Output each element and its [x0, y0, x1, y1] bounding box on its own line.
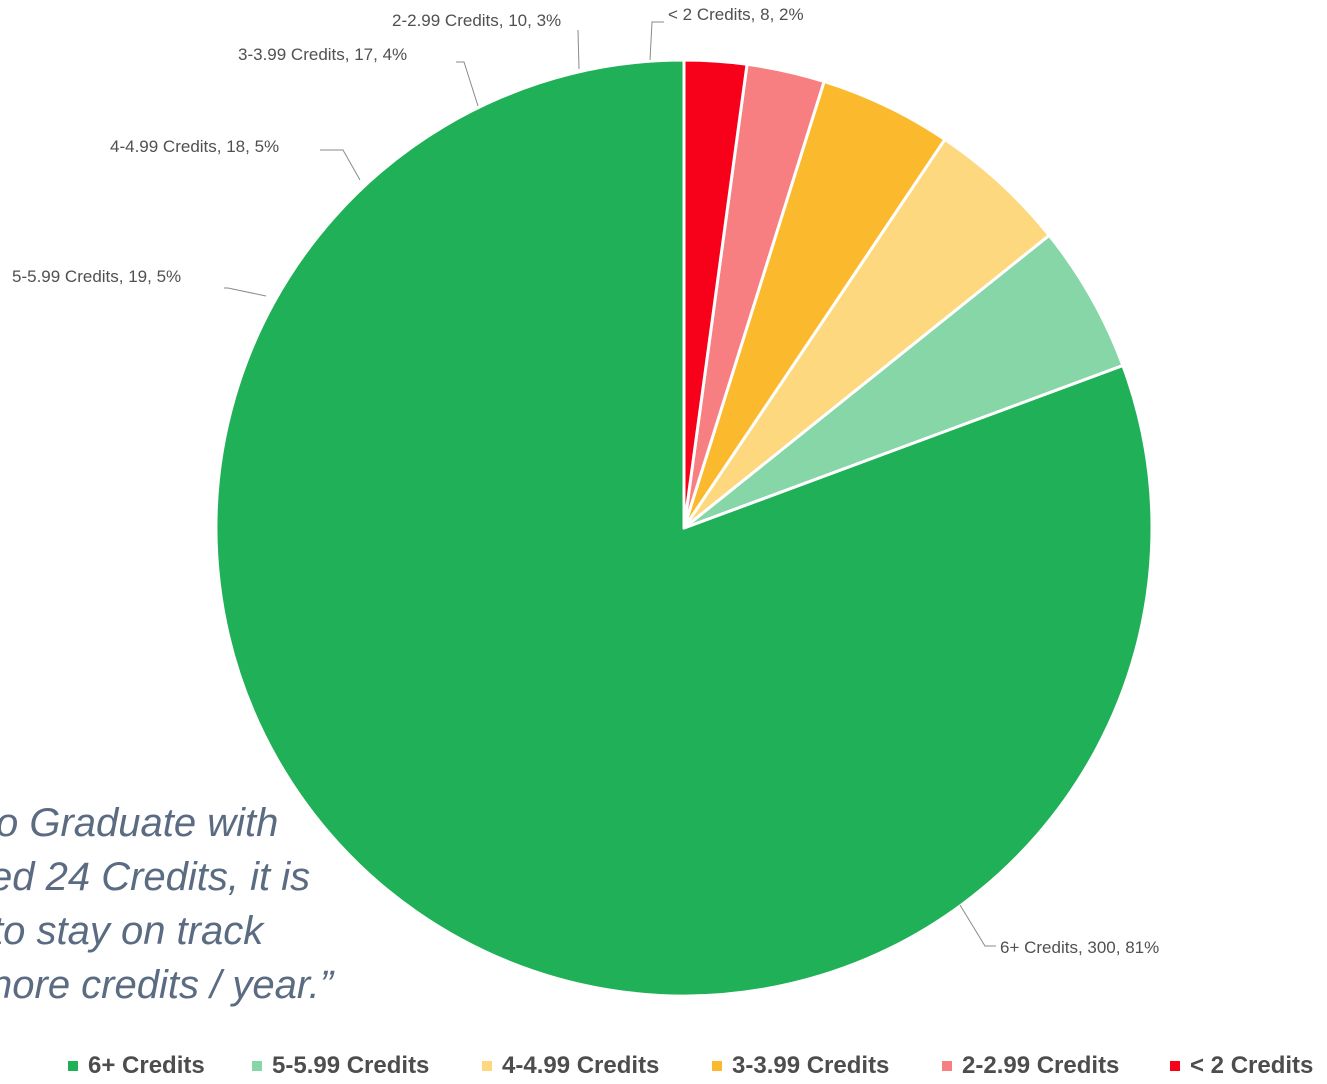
data-label: < 2 Credits, 8, 2% — [668, 5, 804, 24]
leader-lines — [224, 21, 996, 947]
leader-line — [577, 29, 580, 70]
legend-item-4-4.99: 4-4.99 Credits — [482, 1052, 659, 1080]
chart-legend: 6+ Credits 5-5.99 Credits 4-4.99 Credits… — [0, 1052, 1327, 1084]
legend-label: 2-2.99 Credits — [962, 1052, 1120, 1079]
legend-swatch-3-3.99 — [712, 1061, 722, 1071]
legend-label: 4-4.99 Credits — [502, 1052, 660, 1079]
leader-line — [456, 61, 479, 107]
leader-line — [224, 287, 267, 297]
quote-line-4: nore credits / year.” — [0, 963, 334, 1007]
legend-swatch-lt-2 — [1170, 1061, 1180, 1071]
legend-item-2-2.99: 2-2.99 Credits — [942, 1052, 1119, 1080]
leader-line — [649, 21, 664, 61]
leader-line — [959, 904, 996, 947]
legend-item-lt-2: < 2 Credits — [1170, 1052, 1313, 1080]
data-label: 4-4.99 Credits, 18, 5% — [110, 137, 279, 156]
legend-label: 5-5.99 Credits — [272, 1052, 430, 1079]
legend-swatch-2-2.99 — [942, 1061, 952, 1071]
legend-label: 3-3.99 Credits — [732, 1052, 890, 1079]
pie-slice — [682, 233, 1125, 530]
quote-line-1: o Graduate with — [0, 801, 279, 845]
legend-item-3-3.99: 3-3.99 Credits — [712, 1052, 889, 1080]
legend-swatch-5-5.99 — [252, 1061, 262, 1071]
pie-slice — [682, 58, 749, 530]
quote-line-2: ed 24 Credits, it is — [0, 855, 311, 899]
quote-line-3: to stay on track — [0, 909, 264, 953]
data-label: 2-2.99 Credits, 10, 3% — [392, 11, 561, 30]
quote-text: o Graduate with ed 24 Credits, it is to … — [0, 796, 420, 1012]
legend-swatch-4-4.99 — [482, 1061, 492, 1071]
data-label: 6+ Credits, 300, 81% — [1000, 938, 1159, 957]
legend-label: < 2 Credits — [1190, 1052, 1314, 1079]
legend-label: 6+ Credits — [88, 1052, 205, 1079]
data-label: 5-5.99 Credits, 19, 5% — [12, 267, 181, 286]
data-labels: 6+ Credits, 300, 81% 5-5.99 Credits, 19, … — [12, 5, 1159, 957]
leader-line — [320, 149, 361, 181]
pie-slices — [214, 58, 1154, 998]
legend-item-6-plus: 6+ Credits — [68, 1052, 205, 1080]
legend-swatch-6-plus — [68, 1061, 78, 1071]
legend-item-5-5.99: 5-5.99 Credits — [252, 1052, 429, 1080]
data-label: 3-3.99 Credits, 17, 4% — [238, 45, 407, 64]
